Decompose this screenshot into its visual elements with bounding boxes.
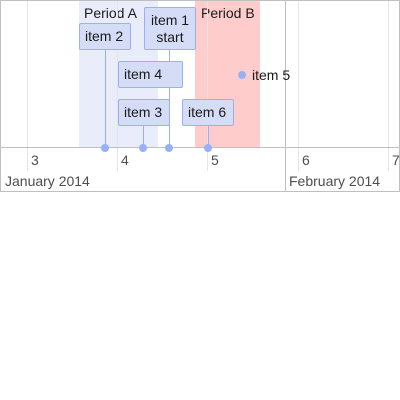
item-3-connector bbox=[143, 125, 144, 147]
axis-minor-label: 4 bbox=[121, 152, 129, 168]
grid-line bbox=[27, 1, 28, 171]
item-1-dot bbox=[165, 144, 173, 152]
item-3-label: item 3 bbox=[124, 104, 163, 120]
time-axis-line bbox=[1, 147, 399, 148]
item-4-box[interactable]: item 4 bbox=[118, 61, 183, 88]
axis-major-label-february: February 2014 bbox=[289, 173, 381, 189]
axis-minor-label: 6 bbox=[302, 152, 310, 168]
item-6-dot bbox=[204, 144, 212, 152]
grid-line bbox=[117, 1, 118, 171]
item-3-box[interactable]: item 3 bbox=[118, 99, 170, 126]
item-5-dot bbox=[238, 71, 246, 80]
month-divider bbox=[285, 1, 286, 191]
grid-line bbox=[298, 1, 299, 171]
timeline[interactable]: Period A Period B item 2 item 1 start it… bbox=[0, 0, 400, 192]
axis-minor-label: 5 bbox=[211, 152, 219, 168]
period-a-label: Period A bbox=[84, 5, 137, 21]
item-1-label-line1: item 1 bbox=[150, 12, 190, 28]
grid-line bbox=[388, 1, 389, 171]
item-6-label: item 6 bbox=[188, 104, 227, 120]
item-6-connector bbox=[208, 125, 209, 147]
item-5-label: item 5 bbox=[252, 67, 291, 83]
axis-minor-label: 7 bbox=[392, 152, 400, 168]
item-2-connector bbox=[105, 49, 106, 147]
item-4-label: item 4 bbox=[124, 66, 163, 82]
period-b-label: Period B bbox=[201, 5, 255, 21]
item-1-label-line2: start bbox=[156, 29, 184, 45]
axis-minor-label: 3 bbox=[31, 152, 39, 168]
item-6-box[interactable]: item 6 bbox=[182, 99, 234, 126]
item-2-label: item 2 bbox=[85, 28, 124, 44]
item-1-connector bbox=[169, 49, 170, 147]
grid-line bbox=[207, 1, 208, 171]
item-3-dot bbox=[139, 144, 147, 152]
item-5-point[interactable]: item 5 bbox=[238, 67, 290, 83]
item-2-dot bbox=[101, 144, 109, 152]
item-1-box[interactable]: item 1 start bbox=[144, 7, 196, 50]
axis-major-label-january: January 2014 bbox=[5, 173, 90, 189]
item-2-box[interactable]: item 2 bbox=[79, 23, 131, 50]
